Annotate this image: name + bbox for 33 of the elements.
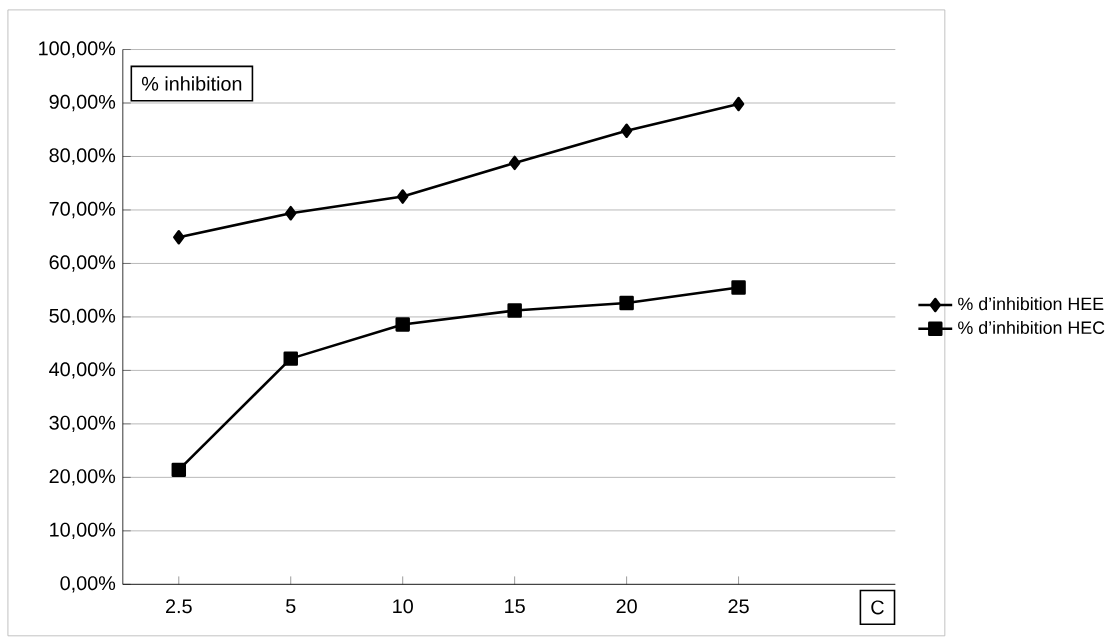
point [731, 280, 746, 295]
point [171, 462, 187, 478]
legend-label: % d’inhibition HEC [958, 321, 1105, 335]
x-tick-label: 20 [616, 599, 637, 614]
x-axis-title: C [871, 600, 884, 615]
y-tick-label: 30,00% [49, 415, 116, 433]
y-tick-label: 40,00% [49, 362, 116, 379]
y-axis-title: % inhibition [141, 76, 242, 91]
point [508, 155, 521, 171]
point [396, 189, 409, 204]
point [732, 96, 745, 112]
point [620, 123, 633, 139]
x-tick-label: 25 [728, 599, 749, 614]
y-tick-label: 50,00% [49, 308, 116, 326]
point [507, 303, 522, 318]
point [395, 317, 410, 332]
x-tick-label: 5 [286, 599, 296, 614]
y-tick-label: 10,00% [50, 522, 116, 540]
x-tick-label: 15 [505, 599, 525, 614]
y-tick-label: 60,00% [49, 255, 116, 272]
point [173, 230, 185, 245]
x-tick-label: 2.5 [166, 599, 192, 614]
legend-label: % d’inhibition HEE [958, 297, 1104, 311]
point [285, 206, 297, 221]
point [283, 351, 298, 366]
y-tick-label: 0,00% [60, 576, 116, 593]
y-tick-label: 100,00% [39, 41, 116, 58]
y-tick-label: 90,00% [49, 94, 116, 112]
point [619, 295, 634, 311]
y-tick-label: 80,00% [49, 148, 116, 165]
x-tick-label: 10 [393, 599, 413, 614]
y-tick-label: 20,00% [49, 469, 116, 486]
y-tick-label: 70,00% [49, 201, 116, 219]
